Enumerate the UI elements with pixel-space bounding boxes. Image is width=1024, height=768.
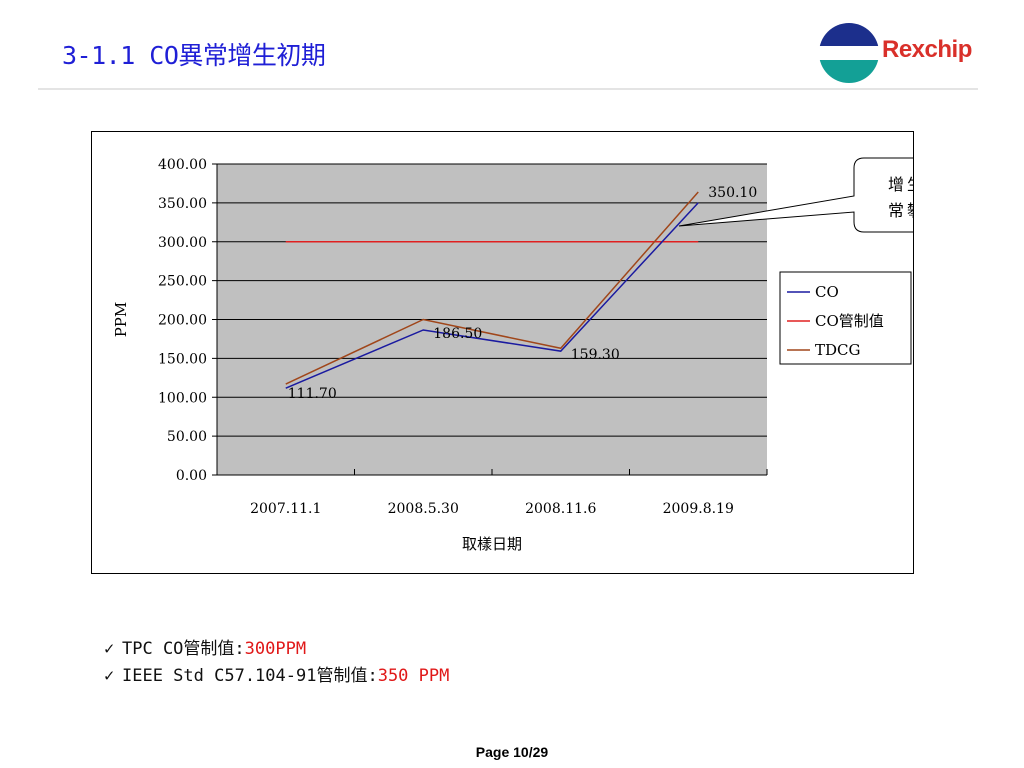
x-tick-label: 2009.8.19 <box>663 501 734 517</box>
y-tick-label: 50.00 <box>167 429 207 445</box>
note-item: ✓ TPC CO管制值:300PPM <box>104 636 449 663</box>
data-label: 159.30 <box>571 347 620 363</box>
check-icon: ✓ <box>104 639 115 659</box>
series-line-tdcg <box>285 191 699 385</box>
title-divider <box>38 88 978 90</box>
logo-mark-icon <box>819 23 879 83</box>
x-tick-label: 2008.11.6 <box>525 501 596 517</box>
y-tick-label: 300.00 <box>158 235 207 251</box>
series-line-co <box>285 202 699 389</box>
legend-entry: CO管制值 <box>815 312 884 330</box>
data-label: 186.50 <box>433 326 482 342</box>
annotation-text-line1: 增生率異 <box>888 175 913 194</box>
page-number: Page 10/29 <box>475 744 549 760</box>
annotation-text-line2: 常攀昇 <box>888 201 913 220</box>
y-tick-label: 100.00 <box>158 390 207 406</box>
note-prefix: IEEE Std C57.104-91管制值: <box>122 666 378 686</box>
chart-frame: 0.00 50.00 100.00 150.00 200.00 250.00 300.00 3… <box>91 131 914 574</box>
x-tick-label: 2008.5.30 <box>388 501 459 517</box>
note-value: 350 PPM <box>377 666 450 686</box>
legend-box <box>779 271 912 365</box>
slide-title: 3-1.1 CO異常增生初期 <box>62 41 326 70</box>
note-item: ✓ IEEE Std C57.104-91管制值:350 PPM <box>104 663 449 690</box>
y-tick-label: 350.00 <box>158 196 207 212</box>
data-label: 350.10 <box>708 185 757 201</box>
check-icon: ✓ <box>104 666 115 686</box>
rexchip-logo: Rexchip <box>818 22 983 84</box>
note-prefix: TPC CO管制值: <box>122 639 245 659</box>
legend-entry: TDCG <box>815 341 861 359</box>
legend-entry: CO <box>815 283 839 301</box>
note-value: 300PPM <box>244 639 307 659</box>
logo-wordmark: Rexchip <box>882 36 972 63</box>
y-tick-label: 400.00 <box>158 157 207 173</box>
notes-list: ✓ TPC CO管制值:300PPM ✓ IEEE Std C57.104-91管制… <box>104 636 449 690</box>
line-chart: 0.00 50.00 100.00 150.00 200.00 250.00 300.00 3… <box>112 157 913 553</box>
annotation-callout <box>678 157 913 233</box>
data-label: 111.70 <box>288 386 337 402</box>
x-axis-label: 取樣日期 <box>462 535 522 553</box>
y-tick-label: 200.00 <box>158 313 207 329</box>
x-tick-label: 2007.11.1 <box>250 501 321 517</box>
y-tick-label: 150.00 <box>158 351 207 367</box>
y-tick-label: 250.00 <box>158 274 207 290</box>
y-tick-label: 0.00 <box>176 468 207 484</box>
y-axis-label: PPM <box>112 302 130 338</box>
